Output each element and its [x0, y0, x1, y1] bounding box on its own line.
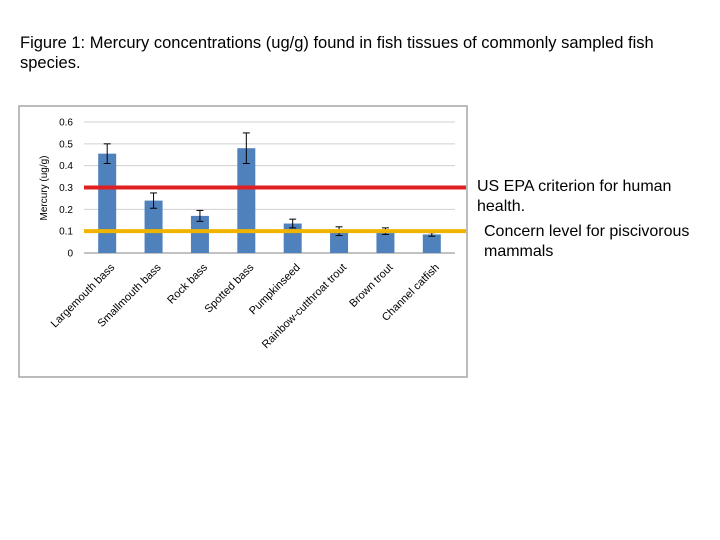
bar: [98, 153, 117, 253]
reference-lines: [84, 185, 466, 234]
epa-criterion-label: US EPA criterion for human health.: [477, 178, 672, 215]
bar: [190, 215, 209, 253]
bar: [422, 234, 441, 253]
error-bars: [103, 132, 436, 237]
y-tick-label: 0.5: [59, 139, 73, 150]
y-tick-labels: 0 0.1 0.2 0.3 0.4 0.5 0.6: [59, 118, 73, 260]
bar: [376, 231, 395, 253]
y-tick-label: 0.3: [59, 183, 73, 194]
bar: [237, 148, 256, 253]
bar: [330, 231, 349, 253]
y-tick-label: 0.1: [59, 227, 73, 238]
mammal-concern-label: Concern level for piscivorous mammals: [484, 223, 690, 260]
bar: [144, 200, 163, 253]
y-axis-label: Mercury (ug/g): [39, 155, 50, 220]
figure-caption: Figure 1: Mercury concentrations (ug/g) …: [20, 34, 654, 72]
y-tick-label: 0.4: [59, 161, 73, 172]
y-tick-label: 0.2: [59, 205, 73, 216]
y-tick-label: 0: [67, 249, 73, 260]
y-tick-label: 0.6: [59, 118, 73, 129]
